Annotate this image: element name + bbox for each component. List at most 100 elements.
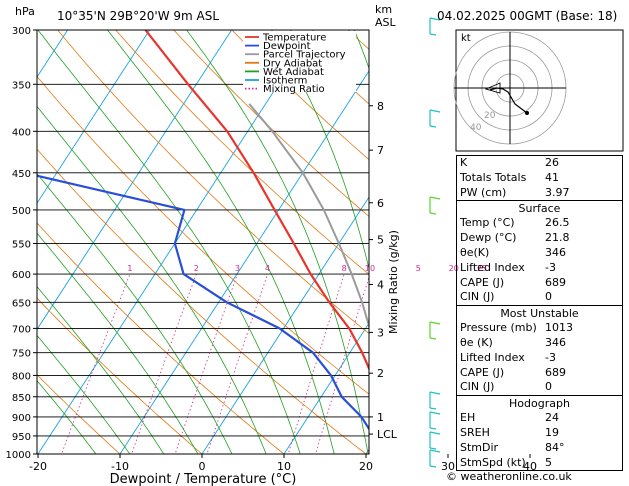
index-value: 41 (545, 170, 559, 184)
index-label: Lifted Index (460, 350, 525, 364)
index-value: 0 (545, 380, 552, 394)
index-value: 84° (545, 440, 565, 454)
pressure-tick-label: 950 (12, 432, 31, 443)
pressure-tick-label: 350 (12, 80, 31, 91)
wind-barbs (429, 17, 441, 468)
mixing-ratio-line (287, 273, 345, 454)
mixing-ratio-labels: 1 2 3 4 8 10 5 20 25 (127, 264, 487, 273)
mixing-ratio-label: 10 (365, 264, 375, 273)
index-label: Totals Totals (460, 170, 527, 184)
temperature-tick-label: -10 (111, 460, 129, 473)
pressure-tick-label: 800 (12, 371, 31, 382)
index-label: CAPE (J) (460, 275, 505, 289)
wind-barb (429, 391, 441, 410)
index-row: Temp (°C) 26.5 (457, 216, 622, 231)
dry-adiabat-line (115, 30, 369, 275)
wet-adiabat-line (271, 30, 369, 271)
mixing-ratio-label: 2 (194, 264, 199, 273)
index-value: 19 (545, 425, 559, 439)
x-axis-label: Dewpoint / Temperature (°C) (110, 472, 297, 486)
height-tick-label: 6 (377, 197, 384, 210)
surface-table: Surface Temp (°C) 26.5 Dewp (°C) 21.8 θe(K) 3… (456, 201, 623, 307)
hpa-unit-label: hPa (15, 5, 35, 18)
pressure-tick-label: 750 (12, 349, 31, 360)
height-tick-label: 2 (377, 367, 384, 380)
hodograph-table-title: Hodograph (509, 397, 570, 411)
datetime-title: 04.02.2025 00GMT (Base: 18) (437, 9, 617, 23)
hodograph-point (525, 111, 529, 115)
dewpoint-line (37, 174, 369, 431)
pressure-tick-label: 700 (12, 324, 31, 335)
index-label: EH (460, 411, 476, 425)
height-tick-label: 8 (377, 100, 384, 113)
location-title: 10°35'N 29B°20'W 9m ASL (57, 9, 219, 23)
index-label: StmDir (460, 440, 499, 454)
index-label: SREH (460, 425, 490, 439)
index-row: Lifted Index -3 (457, 351, 622, 366)
index-row: PW (cm) 3.97 (457, 186, 622, 201)
index-label: StmSpd (kt) (460, 455, 526, 469)
wet-adiabat-line (37, 173, 233, 454)
legend-entry: Dry Adiabat (263, 58, 322, 69)
index-row: Dewp (°C) 21.8 (457, 231, 622, 246)
wind-barb (429, 449, 441, 468)
height-tick-label: 1 (377, 411, 384, 424)
index-row: θe (K) 346 (457, 336, 622, 351)
index-row: Pressure (mb) 1013 (457, 321, 622, 336)
height-tick-label: 5 (377, 234, 384, 247)
wet-adiabat-line (37, 30, 301, 454)
mixing-ratio-line (174, 273, 238, 454)
pressure-tick-label: 850 (12, 393, 31, 404)
legend-entry: Wet Adiabat (263, 67, 324, 78)
temperature-tick-label: 40 (523, 460, 537, 473)
index-value: 3.97 (545, 185, 570, 199)
legend-entry: Mixing Ratio (263, 84, 325, 95)
wind-barb (429, 321, 441, 340)
pressure-tick-labels: 300 350 400 450 500 550 600 650 700 750 800 850 900 9… (6, 26, 37, 461)
parcel-trajectory-line (248, 103, 369, 330)
mixing-ratio-line (61, 273, 131, 454)
legend-background (243, 31, 356, 92)
pressure-tick-label: 600 (12, 270, 31, 281)
mixing-ratio-line (206, 273, 268, 454)
dry-adiabat-line (37, 222, 285, 454)
dry-adiabat-line (57, 30, 369, 335)
index-value: -3 (545, 260, 556, 274)
height-tick-label: LCL (377, 428, 398, 441)
temperature-tick-label: 20 (359, 460, 373, 473)
temperature-tick-label: 10 (277, 460, 291, 473)
index-value: 346 (545, 335, 566, 349)
wet-adiabat-line (37, 334, 131, 454)
index-value: 5 (545, 455, 552, 469)
index-row: CIN (J) 0 (457, 380, 622, 395)
legend-entry: Dewpoint (263, 41, 311, 52)
index-row: K 26 (457, 156, 622, 171)
index-label: θe(K) (460, 245, 490, 259)
index-row: CIN (J) 0 (457, 290, 622, 305)
pressure-tick-label: 400 (12, 127, 31, 138)
index-label: CIN (J) (460, 380, 495, 394)
index-label: CIN (J) (460, 290, 495, 304)
mixing-ratio-line (400, 274, 454, 471)
index-value: 689 (545, 365, 566, 379)
isotherm-line (119, 70, 369, 454)
pressure-tick-label: 300 (12, 26, 31, 37)
sounding-profiles (37, 30, 369, 431)
asl-unit-label: ASL (375, 16, 397, 29)
index-row: EH 24 (457, 411, 622, 426)
index-value: 346 (545, 245, 566, 259)
isotherm-line (201, 196, 369, 454)
wind-barb (429, 17, 441, 36)
index-value: 689 (545, 275, 566, 289)
index-label: PW (cm) (460, 185, 507, 199)
temperature-tick-label: 30 (441, 460, 455, 473)
wet-adiabat-line (37, 286, 165, 454)
height-tick-label: 7 (377, 144, 384, 157)
legend-entry: Parcel Trajectory (263, 50, 346, 61)
dry-adiabat-line (173, 30, 369, 217)
index-row: Lifted Index -3 (457, 261, 622, 276)
pressure-tick-label: 650 (12, 298, 31, 309)
